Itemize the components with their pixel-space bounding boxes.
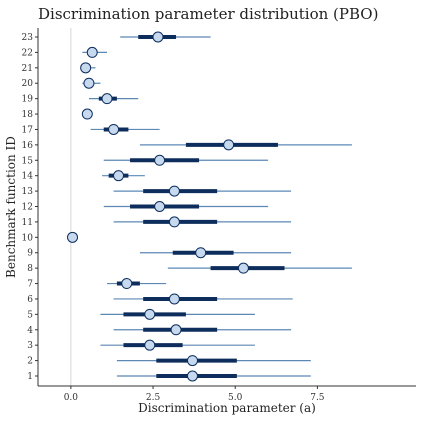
point-estimate: [154, 154, 166, 166]
interval-row-9: [139, 247, 292, 259]
y-axis-label: Benchmark function ID: [4, 136, 18, 278]
y-tick-label: 19: [22, 95, 34, 105]
interval-row-20: [82, 77, 101, 89]
y-tick-label: 17: [22, 125, 34, 135]
chart-title: Discrimination parameter distribution (P…: [38, 5, 378, 23]
interval-row-14: [102, 170, 145, 182]
x-tick-label: 7.5: [310, 393, 325, 403]
interval-row-16: [139, 139, 352, 151]
interval-row-13: [113, 185, 292, 197]
point-estimate: [168, 185, 180, 197]
interval-row-15: [103, 154, 269, 166]
y-tick-label: 5: [27, 310, 33, 320]
interval-row-11: [113, 216, 292, 228]
point-estimate: [152, 31, 164, 43]
point-estimate: [144, 308, 156, 320]
point-estimate: [168, 293, 180, 305]
point-estimate: [195, 247, 207, 259]
point-estimate: [168, 216, 180, 228]
point-estimate: [237, 262, 249, 274]
y-tick-label: 7: [27, 280, 33, 290]
interval-row-4: [113, 324, 292, 336]
y-tick-label: 1: [27, 372, 33, 382]
point-estimate: [86, 46, 98, 58]
point-estimate: [121, 278, 133, 290]
point-estimate: [83, 77, 95, 89]
interval-row-23: [120, 31, 211, 43]
interval-row-10: [67, 231, 79, 243]
y-tick-label: 10: [22, 233, 34, 243]
y-tick-label: 2: [27, 357, 33, 367]
y-tick-label: 20: [22, 79, 34, 89]
interval-row-21: [80, 62, 96, 74]
point-estimate: [186, 370, 198, 382]
point-estimate: [67, 231, 79, 243]
y-tick-label: 23: [22, 33, 34, 43]
y-tick-label: 13: [22, 187, 34, 197]
marks-layer: [67, 31, 352, 382]
interval-row-6: [113, 293, 293, 305]
interval-row-12: [103, 201, 269, 212]
y-tick-label: 3: [27, 341, 33, 351]
interval-row-18: [81, 108, 93, 120]
y-tick-label: 12: [22, 203, 33, 213]
interval-row-17: [90, 123, 160, 135]
point-estimate: [80, 62, 92, 74]
point-estimate: [223, 139, 235, 151]
x-axis-label: Discrimination parameter (a): [138, 401, 316, 415]
interval-row-2: [116, 355, 311, 367]
point-estimate: [101, 93, 113, 105]
point-estimate: [170, 324, 182, 336]
interval-row-1: [116, 370, 311, 382]
point-estimate: [81, 108, 93, 120]
y-tick-label: 14: [22, 172, 34, 182]
point-estimate: [186, 355, 198, 367]
point-estimate: [154, 201, 166, 212]
y-tick-label: 16: [22, 141, 34, 151]
y-tick-label: 4: [27, 326, 33, 336]
point-estimate: [108, 123, 120, 135]
x-tick-label: 0.0: [64, 393, 79, 403]
x-ticks-layer: 0.0 2.5 5.0 7.5: [64, 386, 325, 403]
interval-row-22: [82, 46, 108, 58]
y-tick-label: 11: [22, 218, 33, 228]
x-tick-label: 2.5: [146, 393, 161, 403]
y-tick-label: 22: [22, 48, 33, 58]
y-tick-label: 18: [22, 110, 34, 120]
x-tick-label: 5.0: [228, 393, 243, 403]
interval-row-3: [100, 339, 255, 351]
y-tick-label: 21: [22, 64, 33, 74]
y-tick-label: 9: [27, 249, 33, 259]
y-tick-label: 6: [27, 295, 33, 305]
y-tick-label: 8: [27, 264, 33, 274]
interval-row-8: [167, 262, 352, 274]
interval-row-7: [107, 278, 167, 290]
point-estimate: [113, 170, 125, 182]
interval-row-19: [88, 93, 139, 105]
y-tick-label: 15: [22, 156, 34, 166]
point-estimate: [144, 339, 156, 351]
interval-row-5: [100, 308, 255, 320]
